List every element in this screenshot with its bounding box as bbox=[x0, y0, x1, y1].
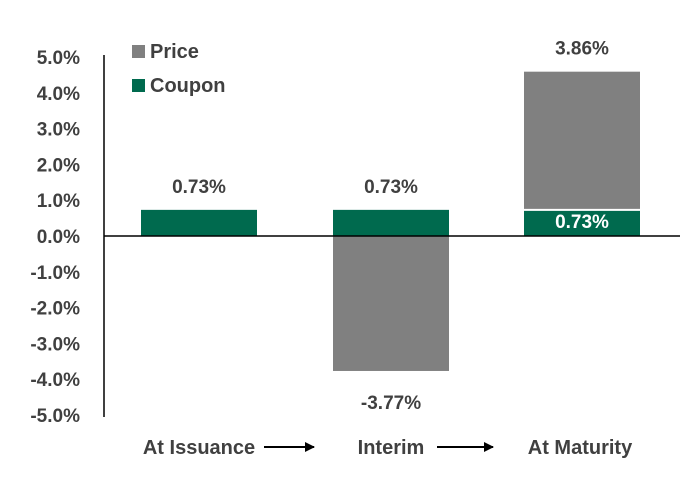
legend-label: Coupon bbox=[150, 75, 226, 97]
data-labels: 0.73% 0.73% -3.77% 0.73% 3.86% bbox=[172, 39, 609, 414]
category-label: At Maturity bbox=[528, 437, 633, 459]
y-tick-label: -2.0% bbox=[30, 299, 80, 320]
price-bar bbox=[524, 71, 640, 210]
y-tick-label: -4.0% bbox=[30, 370, 80, 391]
y-tick-label: -5.0% bbox=[30, 406, 80, 427]
price-data-label: -3.77% bbox=[361, 393, 421, 414]
y-axis: 5.0% 4.0% 3.0% 2.0% 1.0% 0.0% -1.0% -2.0% -3.0% -… bbox=[30, 48, 105, 427]
coupon-data-label: 0.73% bbox=[555, 212, 609, 233]
legend-swatch bbox=[132, 79, 145, 92]
category-label: Interim bbox=[358, 437, 425, 459]
coupon-bar bbox=[333, 209, 449, 236]
price-bar bbox=[333, 236, 449, 371]
coupon-data-label: 0.73% bbox=[364, 177, 418, 198]
legend: Price Coupon bbox=[132, 41, 226, 97]
legend-label: Price bbox=[150, 41, 199, 63]
y-tick-label: 2.0% bbox=[37, 155, 80, 176]
coupon-bar bbox=[141, 209, 257, 236]
coupon-data-label: 0.73% bbox=[172, 177, 226, 198]
price-data-label: 3.86% bbox=[555, 39, 609, 60]
y-tick-label: -3.0% bbox=[30, 334, 80, 355]
y-tick-label: 4.0% bbox=[37, 84, 80, 105]
y-tick-label: 3.0% bbox=[37, 120, 80, 141]
bars bbox=[141, 71, 640, 371]
coupon-bar bbox=[524, 209, 640, 236]
category-label: At Issuance bbox=[143, 437, 255, 459]
y-tick-label: -1.0% bbox=[30, 263, 80, 284]
legend-swatch bbox=[132, 45, 145, 58]
y-tick-label: 0.0% bbox=[37, 227, 80, 248]
x-axis-categories: At Issuance Interim At Maturity bbox=[143, 437, 633, 459]
y-tick-label: 1.0% bbox=[37, 191, 80, 212]
y-tick-label: 5.0% bbox=[37, 48, 80, 69]
